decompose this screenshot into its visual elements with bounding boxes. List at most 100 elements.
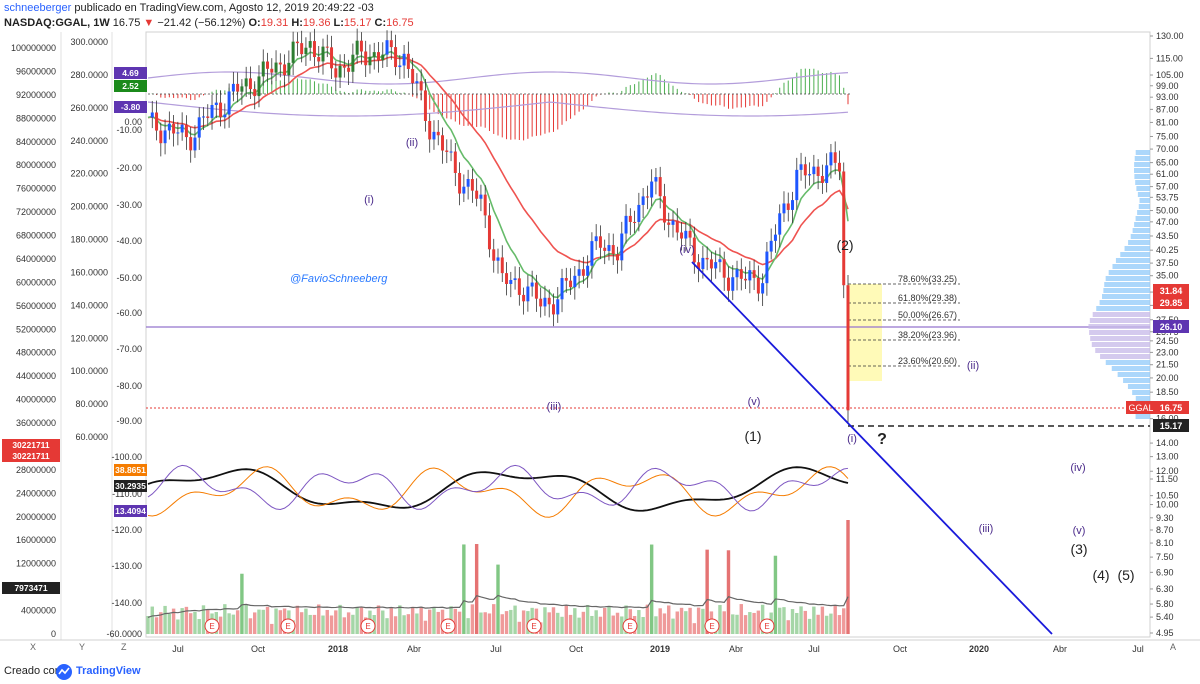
candle-body bbox=[206, 116, 210, 118]
earnings-letter: E bbox=[531, 622, 536, 631]
volume-bar bbox=[692, 623, 697, 634]
price-badge-value: 31.84 bbox=[1160, 286, 1183, 296]
price-tick-label: 75.00 bbox=[1156, 131, 1179, 141]
candle-body bbox=[726, 277, 730, 291]
price-tick-label: 43.50 bbox=[1156, 231, 1179, 241]
volume-bar bbox=[611, 615, 615, 634]
candle-body bbox=[543, 297, 547, 307]
volume-bar bbox=[479, 612, 483, 634]
price-badge: 16.75 bbox=[1153, 401, 1189, 414]
corner-buttons: X Y Z A bbox=[30, 642, 1176, 652]
volume-bar bbox=[487, 613, 492, 634]
candle-body bbox=[398, 65, 402, 68]
volume-bar bbox=[718, 605, 722, 634]
open-value: 19.31 bbox=[260, 17, 289, 29]
candle-body bbox=[752, 270, 756, 278]
volume-bar bbox=[594, 610, 598, 634]
candle-body bbox=[381, 54, 385, 61]
volume-profile-bar bbox=[1134, 168, 1150, 173]
time-tick-label: Abr bbox=[729, 644, 743, 654]
earnings-circle bbox=[280, 618, 296, 634]
earnings-marker: E bbox=[622, 618, 638, 634]
volume-profile-bar bbox=[1115, 258, 1150, 263]
left-badge-bg bbox=[114, 480, 147, 492]
candle-body bbox=[509, 280, 513, 284]
price-badges: 31.84 29.85 26.10 GGAL 16.75 15.17 bbox=[1126, 284, 1189, 432]
left-badge-value: 30.2935 bbox=[115, 481, 146, 491]
adx-line bbox=[147, 466, 849, 512]
earnings-circle bbox=[526, 618, 542, 634]
left-badge-value: 7973471 bbox=[14, 583, 47, 593]
price-tick-label: 21.50 bbox=[1156, 360, 1179, 370]
price-tick-label: 81.00 bbox=[1156, 117, 1179, 127]
volume-bar bbox=[658, 608, 662, 634]
candle-body bbox=[372, 52, 376, 57]
volume-bar bbox=[389, 608, 393, 634]
candle-body bbox=[470, 179, 474, 191]
candle-body bbox=[330, 47, 334, 69]
volume-tick-label: 100000000 bbox=[11, 43, 56, 53]
low-value: 15.17 bbox=[343, 17, 372, 29]
volume-bar bbox=[568, 614, 573, 634]
axis-button-a[interactable]: A bbox=[1170, 642, 1176, 652]
volume-bar bbox=[274, 608, 278, 634]
candle-body bbox=[590, 241, 594, 266]
price-badge-value: 26.10 bbox=[1160, 322, 1183, 332]
price-tick-label: 65.00 bbox=[1156, 158, 1179, 168]
low-label: L: bbox=[333, 17, 344, 29]
macd-histogram bbox=[147, 68, 852, 141]
fib-level-label: 23.60%(20.60) bbox=[898, 356, 957, 366]
candle-body bbox=[253, 89, 257, 97]
volume-bar bbox=[500, 614, 504, 634]
volume-bar bbox=[146, 616, 150, 634]
candle-body bbox=[744, 278, 748, 281]
volume-bar bbox=[620, 616, 624, 634]
volume-bar bbox=[786, 620, 790, 634]
price-tick-label: 99.00 bbox=[1156, 81, 1179, 91]
candle-body bbox=[159, 130, 163, 144]
axis-button-y[interactable]: Y bbox=[79, 642, 85, 652]
candle-body bbox=[731, 277, 735, 291]
published-text: publicado en TradingView.com, Agosto 12,… bbox=[71, 2, 374, 14]
candle-body bbox=[782, 203, 786, 214]
volume-bar bbox=[227, 613, 231, 634]
candle-body bbox=[560, 278, 564, 300]
dmi-tick-label: -130.00 bbox=[111, 561, 142, 571]
candle-body bbox=[325, 46, 329, 48]
left-badge: 30221711 bbox=[2, 450, 60, 462]
candle-body bbox=[449, 151, 453, 153]
volume-bar bbox=[585, 604, 590, 634]
symbol-badge-bg bbox=[1126, 401, 1156, 414]
tradingview-brand[interactable]: TradingView bbox=[76, 665, 141, 677]
price-tick-label: 27.50 bbox=[1156, 315, 1179, 325]
candle-body bbox=[193, 137, 197, 151]
blue-trendline[interactable] bbox=[691, 261, 1053, 635]
volume-bar bbox=[513, 605, 517, 634]
candle-body bbox=[274, 62, 278, 73]
candle-body bbox=[551, 304, 555, 315]
candle-body bbox=[667, 222, 671, 225]
volume-profile-bar bbox=[1099, 300, 1150, 305]
volume-bar bbox=[556, 612, 560, 634]
candle-body bbox=[163, 130, 167, 144]
volume-tick-label: 12000000 bbox=[16, 559, 56, 569]
volume-bar bbox=[705, 549, 709, 634]
volume-bar bbox=[355, 607, 359, 634]
volume-profile-bar bbox=[1088, 324, 1150, 329]
wave-label: (2) bbox=[836, 237, 853, 253]
author-link[interactable]: schneeberger bbox=[4, 2, 72, 14]
axis-button-x[interactable]: X bbox=[30, 642, 36, 652]
candle-body bbox=[820, 175, 824, 183]
candle-body bbox=[761, 283, 765, 294]
candle-body bbox=[556, 299, 560, 315]
di-plus-line bbox=[147, 464, 849, 512]
candle-body bbox=[539, 298, 543, 307]
volume-bar bbox=[466, 618, 470, 634]
volume-bar bbox=[453, 608, 458, 634]
volume-bar bbox=[790, 609, 795, 634]
axis-button-z[interactable]: Z bbox=[121, 642, 127, 652]
volume-tick-label: 60000000 bbox=[16, 277, 56, 287]
price-badge-bg bbox=[1153, 401, 1189, 414]
